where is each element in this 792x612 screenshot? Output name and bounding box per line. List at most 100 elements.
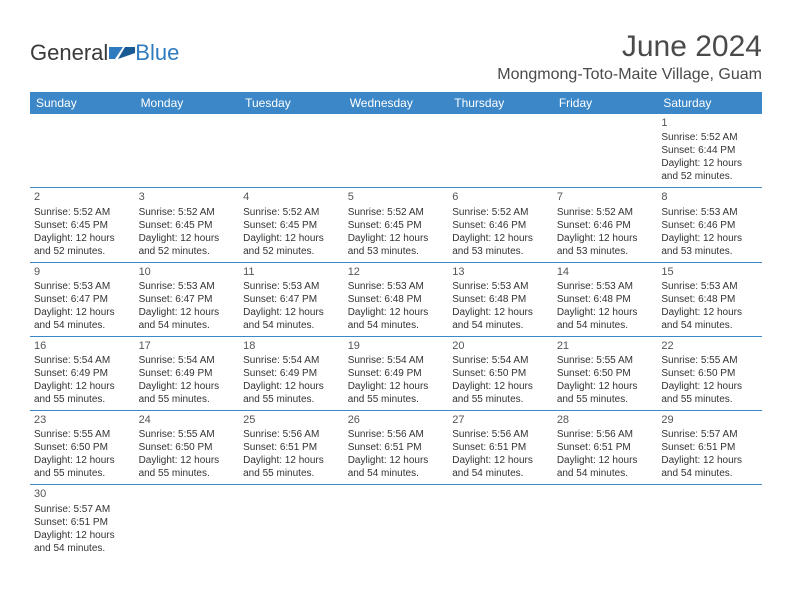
sunset-text: Sunset: 6:45 PM <box>348 219 445 232</box>
daylight-text-1: Daylight: 12 hours <box>243 232 340 245</box>
calendar-cell-empty <box>553 114 658 188</box>
daylight-text-1: Daylight: 12 hours <box>452 454 549 467</box>
day-number: 18 <box>243 339 340 353</box>
sunrise-text: Sunrise: 5:53 AM <box>34 280 131 293</box>
sunrise-text: Sunrise: 5:56 AM <box>243 428 340 441</box>
dayname-sat: Saturday <box>657 92 762 114</box>
daylight-text-1: Daylight: 12 hours <box>139 454 236 467</box>
calendar-row: 16Sunrise: 5:54 AMSunset: 6:49 PMDayligh… <box>30 336 762 410</box>
day-info: Sunrise: 5:52 AMSunset: 6:46 PMDaylight:… <box>452 206 549 258</box>
calendar-cell-empty <box>553 485 658 559</box>
sunrise-text: Sunrise: 5:56 AM <box>557 428 654 441</box>
sunset-text: Sunset: 6:51 PM <box>661 441 758 454</box>
daylight-text-2: and 52 minutes. <box>243 245 340 258</box>
calendar-cell-empty <box>657 485 762 559</box>
sunrise-text: Sunrise: 5:52 AM <box>243 206 340 219</box>
daylight-text-2: and 54 minutes. <box>348 467 445 480</box>
sunrise-text: Sunrise: 5:54 AM <box>34 354 131 367</box>
day-number: 3 <box>139 190 236 204</box>
sunrise-text: Sunrise: 5:57 AM <box>661 428 758 441</box>
day-number: 11 <box>243 265 340 279</box>
sunset-text: Sunset: 6:48 PM <box>557 293 654 306</box>
daylight-text-2: and 55 minutes. <box>348 393 445 406</box>
sunrise-text: Sunrise: 5:55 AM <box>34 428 131 441</box>
calendar-row: 1Sunrise: 5:52 AMSunset: 6:44 PMDaylight… <box>30 114 762 188</box>
day-number: 19 <box>348 339 445 353</box>
sunset-text: Sunset: 6:51 PM <box>348 441 445 454</box>
daylight-text-1: Daylight: 12 hours <box>34 529 131 542</box>
day-number: 20 <box>452 339 549 353</box>
dayname-mon: Monday <box>135 92 240 114</box>
sunrise-text: Sunrise: 5:54 AM <box>139 354 236 367</box>
day-number: 1 <box>661 116 758 130</box>
calendar-cell-empty <box>344 485 449 559</box>
calendar-cell: 5 Sunrise: 5:52 AMSunset: 6:45 PMDaylight… <box>344 188 449 262</box>
calendar-cell-empty <box>448 485 553 559</box>
sunset-text: Sunset: 6:46 PM <box>452 219 549 232</box>
daylight-text-1: Daylight: 12 hours <box>557 306 654 319</box>
daylight-text-2: and 54 minutes. <box>243 319 340 332</box>
day-info: Sunrise: 5:55 AMSunset: 6:50 PMDaylight:… <box>34 428 131 480</box>
sunrise-text: Sunrise: 5:53 AM <box>661 206 758 219</box>
daylight-text-2: and 53 minutes. <box>661 245 758 258</box>
day-number: 6 <box>452 190 549 204</box>
day-info: Sunrise: 5:54 AMSunset: 6:49 PMDaylight:… <box>243 354 340 406</box>
daylight-text-2: and 54 minutes. <box>661 319 758 332</box>
sunset-text: Sunset: 6:48 PM <box>661 293 758 306</box>
sunset-text: Sunset: 6:51 PM <box>452 441 549 454</box>
sunset-text: Sunset: 6:49 PM <box>348 367 445 380</box>
dayname-row: Sunday Monday Tuesday Wednesday Thursday… <box>30 92 762 114</box>
sunset-text: Sunset: 6:45 PM <box>34 219 131 232</box>
calendar-cell: 20Sunrise: 5:54 AMSunset: 6:50 PMDayligh… <box>448 336 553 410</box>
calendar-row: 9Sunrise: 5:53 AMSunset: 6:47 PMDaylight… <box>30 262 762 336</box>
day-info: Sunrise: 5:52 AMSunset: 6:45 PMDaylight:… <box>34 206 131 258</box>
sunset-text: Sunset: 6:47 PM <box>139 293 236 306</box>
calendar-cell: 12Sunrise: 5:53 AMSunset: 6:48 PMDayligh… <box>344 262 449 336</box>
logo: General Blue <box>30 40 179 66</box>
calendar-cell: 7Sunrise: 5:52 AMSunset: 6:46 PMDaylight… <box>553 188 658 262</box>
day-info: Sunrise: 5:53 AMSunset: 6:48 PMDaylight:… <box>661 280 758 332</box>
day-number: 27 <box>452 413 549 427</box>
day-number: 7 <box>557 190 654 204</box>
calendar-cell: 23Sunrise: 5:55 AMSunset: 6:50 PMDayligh… <box>30 411 135 485</box>
sunset-text: Sunset: 6:49 PM <box>34 367 131 380</box>
calendar-cell: 13Sunrise: 5:53 AMSunset: 6:48 PMDayligh… <box>448 262 553 336</box>
daylight-text-1: Daylight: 12 hours <box>557 454 654 467</box>
calendar-cell-empty <box>448 114 553 188</box>
sunset-text: Sunset: 6:51 PM <box>557 441 654 454</box>
calendar-cell: 29Sunrise: 5:57 AMSunset: 6:51 PMDayligh… <box>657 411 762 485</box>
day-number: 17 <box>139 339 236 353</box>
calendar-cell: 4Sunrise: 5:52 AMSunset: 6:45 PMDaylight… <box>239 188 344 262</box>
day-info: Sunrise: 5:52 AMSunset: 6:45 PMDaylight:… <box>139 206 236 258</box>
day-info: Sunrise: 5:56 AMSunset: 6:51 PMDaylight:… <box>557 428 654 480</box>
daylight-text-2: and 55 minutes. <box>243 393 340 406</box>
day-info: Sunrise: 5:54 AMSunset: 6:49 PMDaylight:… <box>139 354 236 406</box>
day-info: Sunrise: 5:52 AMSunset: 6:45 PMDaylight:… <box>243 206 340 258</box>
daylight-text-2: and 55 minutes. <box>139 393 236 406</box>
sunset-text: Sunset: 6:45 PM <box>139 219 236 232</box>
calendar-cell: 19Sunrise: 5:54 AMSunset: 6:49 PMDayligh… <box>344 336 449 410</box>
daylight-text-2: and 54 minutes. <box>452 467 549 480</box>
calendar-cell: 21Sunrise: 5:55 AMSunset: 6:50 PMDayligh… <box>553 336 658 410</box>
calendar-row: 2Sunrise: 5:52 AMSunset: 6:45 PMDaylight… <box>30 188 762 262</box>
day-number: 5 <box>348 190 445 204</box>
daylight-text-1: Daylight: 12 hours <box>243 306 340 319</box>
daylight-text-2: and 52 minutes. <box>34 245 131 258</box>
day-number: 28 <box>557 413 654 427</box>
calendar-cell: 3 Sunrise: 5:52 AMSunset: 6:45 PMDaylight… <box>135 188 240 262</box>
daylight-text-1: Daylight: 12 hours <box>139 380 236 393</box>
calendar-cell-empty <box>239 114 344 188</box>
daylight-text-1: Daylight: 12 hours <box>34 454 131 467</box>
day-info: Sunrise: 5:56 AMSunset: 6:51 PMDaylight:… <box>348 428 445 480</box>
day-info: Sunrise: 5:55 AMSunset: 6:50 PMDaylight:… <box>661 354 758 406</box>
day-info: Sunrise: 5:52 AMSunset: 6:45 PMDaylight:… <box>348 206 445 258</box>
daylight-text-2: and 55 minutes. <box>557 393 654 406</box>
daylight-text-2: and 52 minutes. <box>139 245 236 258</box>
calendar-cell: 25Sunrise: 5:56 AMSunset: 6:51 PMDayligh… <box>239 411 344 485</box>
sunrise-text: Sunrise: 5:53 AM <box>452 280 549 293</box>
sunrise-text: Sunrise: 5:52 AM <box>139 206 236 219</box>
day-number: 22 <box>661 339 758 353</box>
day-number: 2 <box>34 190 131 204</box>
daylight-text-1: Daylight: 12 hours <box>34 232 131 245</box>
day-number: 30 <box>34 487 131 501</box>
